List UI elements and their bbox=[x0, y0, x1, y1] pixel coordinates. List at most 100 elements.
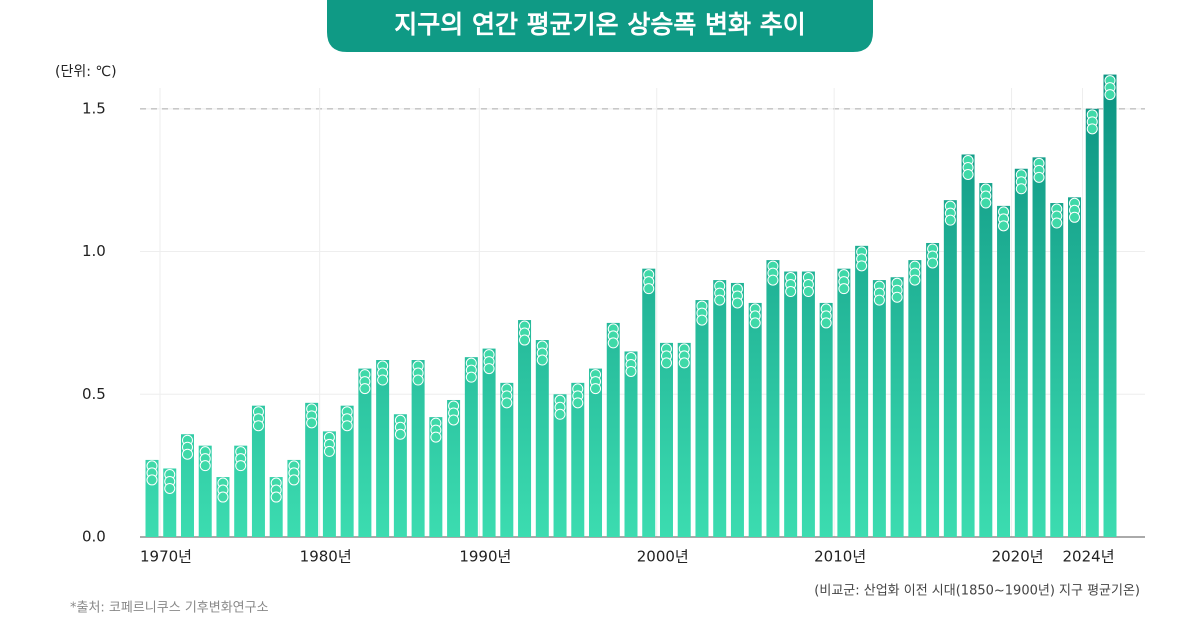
bar bbox=[943, 200, 957, 537]
bar-dot bbox=[235, 460, 247, 472]
bar-dot bbox=[820, 317, 832, 329]
bar-dot bbox=[678, 357, 690, 369]
title-pill bbox=[327, 0, 873, 52]
bar-dot bbox=[1015, 183, 1027, 195]
x-tick-label: 1990년 bbox=[459, 548, 511, 566]
bar bbox=[961, 154, 975, 537]
bar bbox=[659, 342, 673, 537]
bar-dot bbox=[998, 220, 1010, 232]
bar bbox=[322, 431, 336, 537]
bar-dot bbox=[1086, 123, 1098, 135]
bar-dot bbox=[944, 214, 956, 226]
bar-dot bbox=[536, 354, 548, 366]
bar-dot bbox=[341, 420, 353, 432]
x-tick-label: 2024년 bbox=[1063, 548, 1115, 566]
bar-dot bbox=[731, 297, 743, 309]
note: (비교군: 산업화 이전 시대(1850~1900년) 지구 평균기온) bbox=[814, 584, 1140, 599]
bar-dot bbox=[607, 337, 619, 349]
bar-dot bbox=[980, 197, 992, 209]
y-tick-label: 1.0 bbox=[82, 242, 106, 260]
bar bbox=[926, 242, 940, 537]
bar-dot bbox=[962, 168, 974, 180]
bar bbox=[251, 405, 265, 537]
bar bbox=[376, 360, 390, 537]
bar-dot bbox=[785, 286, 797, 298]
bar bbox=[180, 434, 194, 537]
x-tick-label: 2010년 bbox=[814, 548, 866, 566]
y-tick-label: 1.5 bbox=[82, 99, 106, 117]
bar-dot bbox=[802, 286, 814, 298]
source: *출처: 코페르니쿠스 기후변화연구소 bbox=[70, 601, 269, 616]
bar bbox=[766, 260, 780, 537]
bar-dot bbox=[146, 474, 158, 486]
bar bbox=[979, 183, 993, 537]
bar-dot bbox=[448, 414, 460, 426]
bar bbox=[571, 382, 585, 537]
bar-dot bbox=[696, 314, 708, 326]
x-tick-label: 2020년 bbox=[992, 548, 1044, 566]
bar bbox=[429, 417, 443, 537]
bar bbox=[624, 351, 638, 537]
bar bbox=[713, 280, 727, 537]
bar bbox=[411, 360, 425, 537]
bar bbox=[677, 342, 691, 537]
bar bbox=[872, 280, 886, 537]
y-tick-label: 0.0 bbox=[82, 528, 106, 546]
bar-dot bbox=[927, 257, 939, 269]
bar-dot bbox=[838, 283, 850, 295]
bar-dot bbox=[323, 445, 335, 457]
bar-dot bbox=[909, 274, 921, 286]
bar-dot bbox=[554, 408, 566, 420]
bar-dot bbox=[590, 383, 602, 395]
bar bbox=[784, 271, 798, 537]
bar-dot bbox=[519, 334, 531, 346]
bar-dot bbox=[572, 397, 584, 409]
bar bbox=[890, 277, 904, 537]
y-tick-label: 0.5 bbox=[82, 385, 106, 403]
bar bbox=[606, 322, 620, 537]
bar bbox=[908, 260, 922, 537]
bar bbox=[695, 300, 709, 537]
bar-dot bbox=[891, 291, 903, 303]
bar-dot bbox=[181, 448, 193, 460]
bar-dot bbox=[856, 260, 868, 272]
bar-dot bbox=[306, 417, 318, 429]
bar bbox=[553, 394, 567, 537]
bar-dot bbox=[483, 363, 495, 375]
bar-dot bbox=[270, 491, 282, 503]
bar bbox=[518, 320, 532, 537]
bar-dot bbox=[217, 491, 229, 503]
bar bbox=[1103, 74, 1117, 538]
bar-dot bbox=[288, 474, 300, 486]
bar bbox=[305, 402, 319, 537]
bar bbox=[748, 302, 762, 537]
bar bbox=[535, 340, 549, 537]
bar bbox=[393, 414, 407, 537]
bar-dot bbox=[394, 428, 406, 440]
bar bbox=[482, 348, 496, 537]
bar bbox=[801, 271, 815, 537]
bar bbox=[447, 399, 461, 537]
bar bbox=[837, 268, 851, 537]
bar-dot bbox=[252, 420, 264, 432]
bar-dot bbox=[1033, 171, 1045, 183]
bar-dot bbox=[377, 374, 389, 386]
bar-dot bbox=[359, 383, 371, 395]
bar bbox=[855, 245, 869, 537]
bar-dot bbox=[412, 374, 424, 386]
x-tick-label: 1980년 bbox=[300, 548, 352, 566]
bar-dot bbox=[714, 294, 726, 306]
bar-dot bbox=[1069, 211, 1081, 223]
bar bbox=[340, 405, 354, 537]
bar bbox=[464, 357, 478, 537]
bar-dot bbox=[660, 357, 672, 369]
bar bbox=[500, 382, 514, 537]
bar bbox=[1032, 157, 1046, 537]
bar-dot bbox=[643, 283, 655, 295]
x-tick-label: 2000년 bbox=[637, 548, 689, 566]
chart-title: 지구의 연간 평균기온 상승폭 변화 추이 bbox=[394, 10, 806, 39]
bar-dot bbox=[1051, 217, 1063, 229]
bar bbox=[589, 368, 603, 537]
bar bbox=[730, 282, 744, 537]
